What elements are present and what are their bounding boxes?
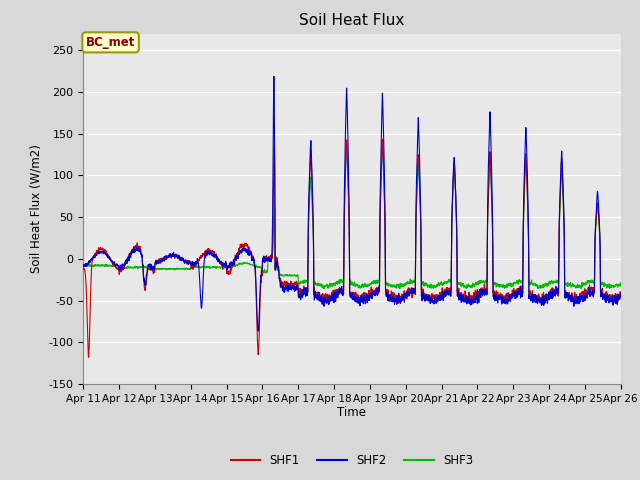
SHF1 [379, 136, 387, 142]
SHF2 [617, 292, 625, 298]
SHF3 [616, 282, 624, 288]
Title: Soil Heat Flux: Soil Heat Flux [300, 13, 404, 28]
SHF1 [503, 301, 511, 307]
SHF3 [503, 284, 511, 290]
SHF2 [503, 298, 511, 304]
SHF3 [473, 282, 481, 288]
SHF2 [443, 288, 451, 294]
Text: BC_met: BC_met [86, 36, 135, 49]
SHF1 [332, 288, 340, 294]
SHF2 [616, 294, 624, 300]
SHF3 [343, 141, 351, 147]
SHF1 [616, 290, 624, 296]
SHF2 [332, 288, 340, 294]
SHF1 [473, 293, 481, 299]
SHF1 [79, 264, 87, 270]
Line: SHF1: SHF1 [83, 139, 621, 357]
SHF2 [254, 328, 262, 334]
SHF1 [84, 354, 92, 360]
SHF2 [270, 73, 278, 79]
SHF1 [176, 255, 184, 261]
SHF2 [473, 297, 481, 302]
Line: SHF3: SHF3 [83, 144, 621, 288]
Legend: SHF1, SHF2, SHF3: SHF1, SHF2, SHF3 [226, 449, 478, 472]
SHF2 [79, 262, 87, 267]
SHF2 [176, 254, 184, 260]
SHF3 [443, 280, 451, 286]
SHF1 [617, 295, 625, 300]
SHF3 [396, 286, 404, 291]
SHF3 [332, 280, 340, 286]
SHF3 [79, 263, 87, 269]
SHF3 [176, 266, 184, 272]
Line: SHF2: SHF2 [83, 76, 621, 331]
SHF3 [617, 283, 625, 289]
SHF1 [443, 288, 451, 293]
Y-axis label: Soil Heat Flux (W/m2): Soil Heat Flux (W/m2) [30, 144, 43, 273]
X-axis label: Time: Time [337, 407, 367, 420]
